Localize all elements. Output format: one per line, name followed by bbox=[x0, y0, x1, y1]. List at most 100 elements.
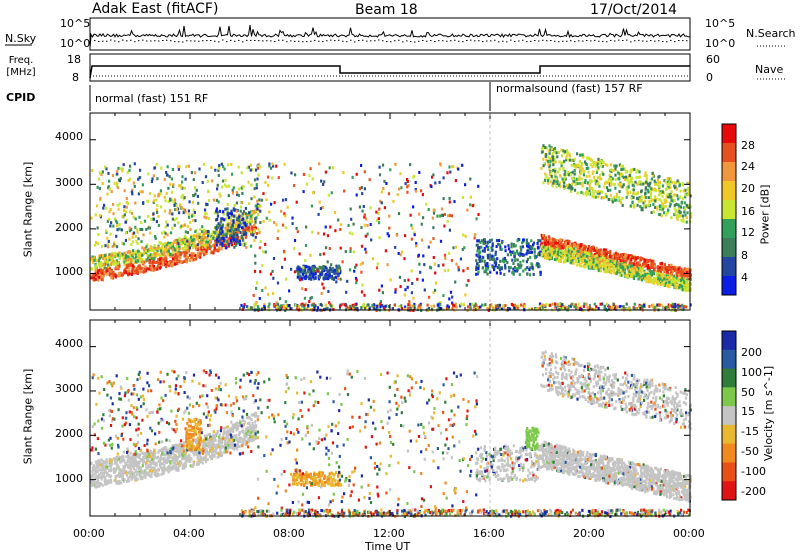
power-cell bbox=[316, 267, 319, 271]
power-cell bbox=[237, 193, 240, 197]
power-cell bbox=[160, 260, 163, 264]
power-cell bbox=[657, 281, 660, 285]
power-cell bbox=[678, 204, 681, 208]
power-cell bbox=[551, 244, 555, 248]
power-cell bbox=[606, 186, 609, 190]
power-cell bbox=[666, 210, 669, 214]
power-cell bbox=[264, 286, 267, 290]
power-cell bbox=[568, 246, 571, 250]
power-cell bbox=[180, 206, 183, 209]
power-cell bbox=[589, 158, 592, 161]
power-cell bbox=[592, 245, 595, 249]
power-cell bbox=[258, 246, 261, 250]
power-cell bbox=[442, 263, 445, 267]
power-cell bbox=[192, 194, 195, 198]
power-cell bbox=[348, 268, 352, 272]
power-cell bbox=[166, 173, 169, 177]
power-cell bbox=[421, 193, 424, 197]
power-cell bbox=[120, 167, 123, 171]
power-cell bbox=[530, 262, 533, 266]
power-cell bbox=[613, 253, 617, 257]
power-cell bbox=[606, 255, 609, 259]
power-cell bbox=[521, 253, 524, 257]
power-cell bbox=[129, 210, 132, 214]
power-cell bbox=[317, 277, 320, 281]
power-cell bbox=[371, 257, 375, 261]
power-cell bbox=[576, 245, 579, 249]
power-cell bbox=[611, 259, 614, 263]
power-cell bbox=[381, 163, 385, 167]
power-cell bbox=[304, 268, 307, 272]
power-cell bbox=[639, 266, 642, 270]
power-cell bbox=[559, 185, 562, 189]
power-cell bbox=[570, 190, 573, 193]
power-cell bbox=[599, 264, 602, 268]
power-cell bbox=[142, 248, 146, 252]
power-cell bbox=[125, 210, 128, 214]
power-cell bbox=[560, 253, 563, 257]
power-cell bbox=[570, 163, 573, 167]
power-cell bbox=[339, 277, 342, 281]
power-cell bbox=[115, 184, 119, 188]
power-cell bbox=[450, 258, 453, 262]
power-cell bbox=[606, 270, 609, 274]
power-cell bbox=[568, 251, 571, 255]
power-cell bbox=[221, 179, 225, 183]
power-cell bbox=[597, 195, 600, 199]
power-cell bbox=[257, 173, 260, 177]
power-cell bbox=[311, 269, 315, 273]
power-cell bbox=[686, 188, 689, 192]
power-cell bbox=[622, 176, 625, 180]
power-cell bbox=[173, 240, 176, 244]
power-cell bbox=[564, 156, 568, 160]
power-cell bbox=[399, 285, 402, 289]
power-cell bbox=[187, 249, 190, 253]
power-cell bbox=[98, 271, 101, 275]
power-cell bbox=[654, 199, 657, 203]
power-cell bbox=[573, 180, 576, 184]
power-cell bbox=[546, 159, 550, 163]
power-cell bbox=[231, 191, 235, 195]
power-cell bbox=[410, 291, 413, 295]
power-cell bbox=[363, 213, 366, 217]
power-cell bbox=[310, 204, 313, 208]
power-cell bbox=[544, 155, 547, 158]
power-cell bbox=[617, 171, 620, 175]
power-cell bbox=[204, 208, 207, 212]
power-cell bbox=[610, 170, 613, 173]
power-cell bbox=[659, 204, 662, 208]
power-cell bbox=[121, 273, 124, 277]
power-cell bbox=[566, 185, 569, 189]
power-cell bbox=[234, 233, 237, 237]
power-cell bbox=[218, 209, 221, 213]
power-cell bbox=[163, 177, 166, 181]
power-cell bbox=[527, 245, 530, 249]
power-cell bbox=[280, 209, 283, 213]
power-cell bbox=[677, 273, 680, 277]
power-cell bbox=[646, 272, 649, 276]
power-cell bbox=[658, 184, 661, 188]
power-cell bbox=[638, 268, 641, 272]
power-cell bbox=[503, 273, 506, 277]
power-cell bbox=[136, 255, 139, 259]
power-cell bbox=[322, 182, 325, 186]
power-cell bbox=[587, 192, 591, 196]
power-cell bbox=[309, 271, 313, 275]
power-cell bbox=[566, 242, 569, 246]
power-cell bbox=[387, 234, 390, 238]
power-cell bbox=[541, 147, 544, 151]
power-cell bbox=[683, 280, 686, 284]
power-cell bbox=[451, 295, 454, 299]
power-cell bbox=[197, 201, 200, 205]
power-cell bbox=[646, 182, 649, 186]
power-cell bbox=[624, 253, 628, 257]
power-cell bbox=[166, 252, 169, 256]
power-cell bbox=[147, 256, 150, 259]
power-cell bbox=[153, 245, 156, 249]
power-cell bbox=[621, 196, 624, 200]
power-cell bbox=[577, 164, 580, 168]
power-cell bbox=[432, 211, 436, 215]
power-cell bbox=[237, 241, 240, 245]
power-cell bbox=[170, 242, 174, 246]
power-cell bbox=[460, 302, 463, 306]
